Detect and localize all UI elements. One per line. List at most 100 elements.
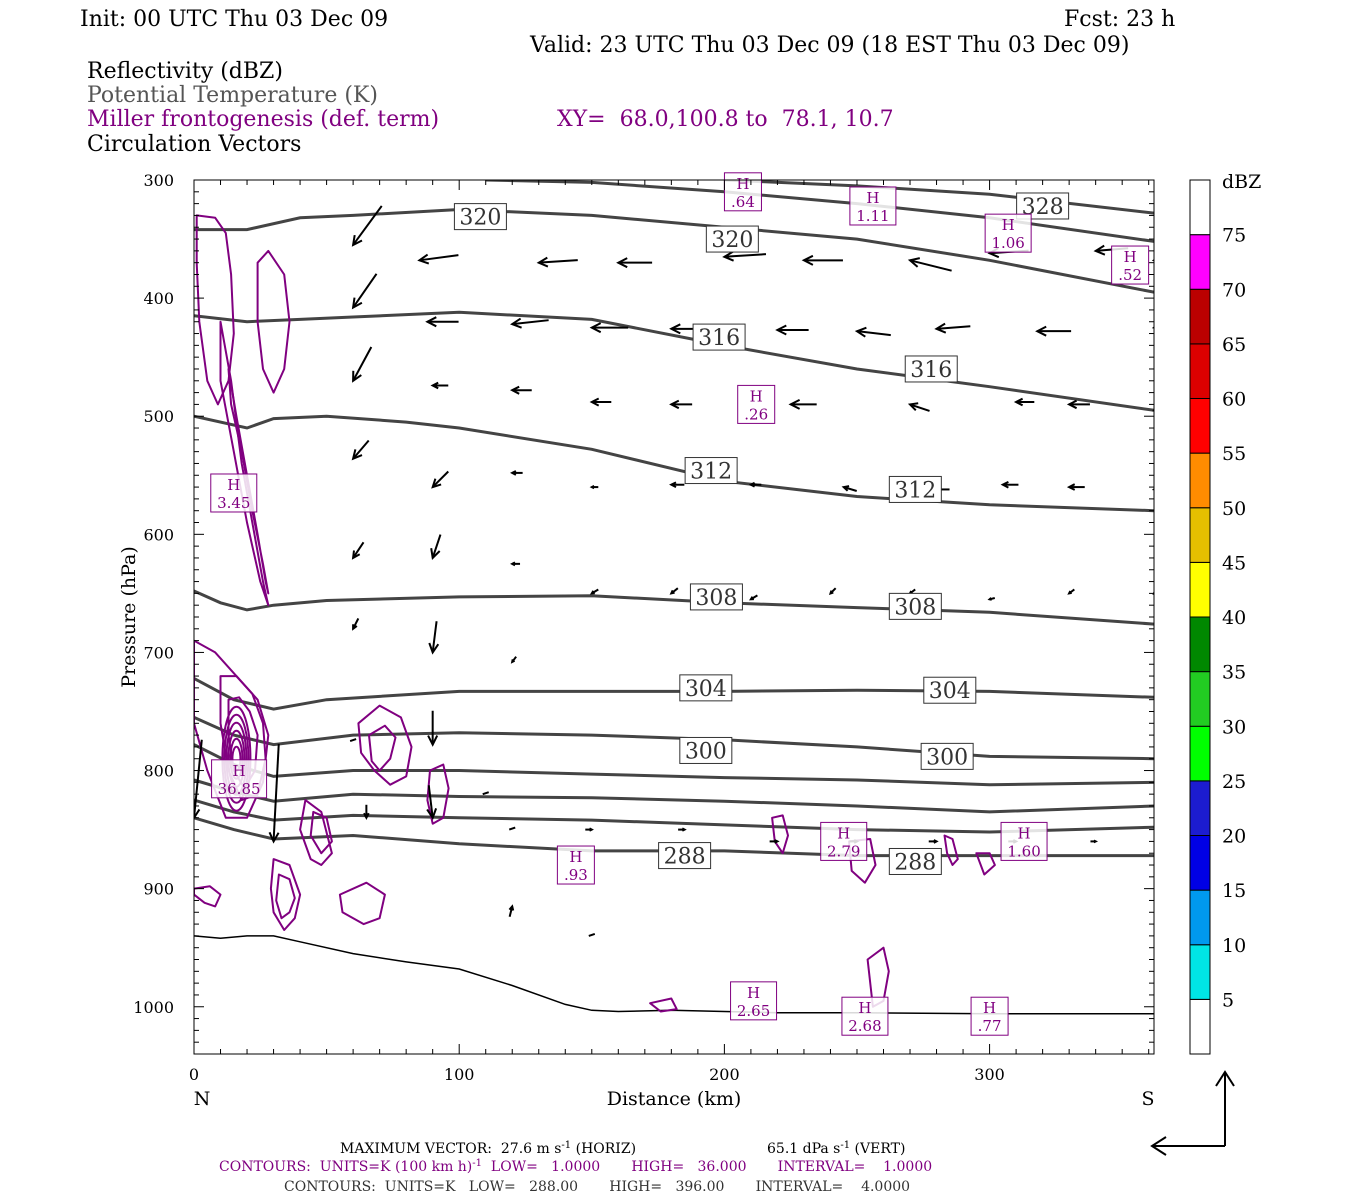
vector-head [589, 485, 595, 490]
max-box-value: 1.06 [991, 234, 1024, 252]
x-tick-label: 200 [709, 1065, 740, 1084]
circulation-vector [351, 205, 383, 247]
max-box-value: .77 [978, 1017, 1002, 1035]
max-box-frame [1111, 245, 1150, 285]
x-tick-label: 300 [974, 1065, 1005, 1084]
vector-head [430, 548, 441, 560]
colorbar-level-label: 5 [1222, 989, 1234, 1011]
frontogenesis-contour [975, 852, 996, 876]
frontogenesis-contour [771, 814, 789, 855]
frontogenesis-contour [256, 249, 291, 394]
vector-head [1093, 839, 1099, 844]
vector-head [268, 831, 280, 844]
colorbar-level-label: 10 [1222, 935, 1246, 957]
circulation-vector [1151, 488, 1154, 491]
max-box-value: .93 [564, 866, 588, 884]
vector-shaft [1153, 259, 1154, 261]
colorbar-level-label: 50 [1222, 498, 1246, 520]
vector-head [841, 485, 850, 492]
frontogenesis-contour [426, 763, 450, 825]
reflectivity-colorbar: 5 10 15 20 25 30 35 40 45 50 55 60 65 70 75 [1189, 179, 1246, 1055]
potential-temperature-contours [194, 180, 1154, 858]
colorbar-swatch [1189, 234, 1211, 290]
circulation-vector [749, 594, 758, 601]
vector-shaft [272, 743, 280, 842]
circulation-vector [934, 322, 971, 334]
circulation-vector [669, 481, 685, 488]
theta-label-text: 300 [926, 745, 968, 770]
max-box-label: H [1002, 216, 1015, 234]
theta-label-box [689, 583, 743, 611]
circulation-vector [431, 470, 449, 489]
circulation-vector [509, 385, 532, 395]
max-vector-vert-value: 65.1 dPa s [767, 1141, 840, 1157]
vector-head [510, 561, 516, 567]
vector-head [1151, 408, 1154, 412]
circulation-vector [536, 256, 578, 268]
y-tick-label: 500 [143, 407, 174, 426]
vector-shaft [352, 273, 378, 309]
frontogenesis-max-box: H1.60 [1000, 821, 1048, 861]
circulation-vector [482, 791, 490, 796]
max-vector-horiz-value: MAXIMUM VECTOR: 27.6 m s [340, 1141, 561, 1157]
vector-head [907, 257, 921, 268]
circulation-vector [508, 826, 516, 831]
theta-label-300: 300 [679, 736, 733, 764]
theta-label-316: 316 [692, 323, 746, 351]
theta-label-text: 288 [664, 845, 706, 870]
vector-head [352, 624, 358, 631]
terrain-line [193, 935, 1154, 1015]
max-box-label: H [983, 999, 996, 1017]
contours-theta-line: CONTOURS: UNITS=K LOW= 288.00 HIGH= 396.… [284, 1179, 910, 1195]
circulation-vector [854, 326, 891, 338]
circulation-vector [351, 439, 370, 461]
frontogenesis-max-box: H2.79 [820, 821, 868, 861]
y-tick-label: 300 [143, 171, 174, 190]
vector-shaft [909, 403, 930, 412]
frontogenesis-contour [269, 858, 302, 931]
circulation-vector [589, 397, 612, 407]
max-box-frame [210, 473, 258, 513]
vector-shaft [431, 621, 438, 653]
theta-label-box [888, 592, 942, 620]
vector-head [749, 596, 754, 601]
circulation-vector [363, 804, 370, 820]
frontogenesis-maxima: H.64 H1.11H1.06H.52H.26H3.45H36.85H.93H2.… [210, 172, 1150, 1036]
max-box-frame [841, 996, 889, 1036]
header: Init: 00 UTC Thu 03 Dec 09 Fcst: 23 h Va… [80, 7, 1175, 157]
circulation-vector [928, 839, 939, 844]
vector-head [934, 322, 947, 334]
colorbar-swatch [1189, 998, 1211, 1055]
vector-shaft [588, 932, 596, 937]
vector-head [616, 257, 628, 269]
max-box-frame [1000, 821, 1048, 861]
max-box-frame [970, 996, 1009, 1036]
forecast-hour: Fcst: 23 h [1064, 7, 1175, 32]
circulation-vectors [194, 205, 1154, 937]
cross-section-endpoints: XY= 68.0,100.8 to 78.1, 10.7 [557, 107, 894, 132]
vector-head [417, 253, 430, 265]
circulation-vector [678, 827, 687, 832]
vector-head [352, 370, 362, 383]
vector-shaft [352, 439, 370, 460]
colorbar-swatch [1189, 616, 1211, 673]
max-vector-vert-tag: (VERT) [850, 1141, 905, 1157]
reference-vector-icon [1150, 1070, 1235, 1156]
colorbar-level-label: 20 [1222, 826, 1246, 848]
colorbar-swatch [1189, 452, 1211, 509]
circulation-vector [1151, 259, 1154, 262]
theta-label-box [679, 736, 733, 764]
frontogenesis-contour [275, 873, 296, 920]
circulation-vector [351, 273, 378, 310]
vector-head [589, 590, 595, 595]
vector-shaft [856, 330, 891, 337]
circulation-vector [351, 541, 365, 560]
right-end-label: S [1141, 1088, 1154, 1110]
max-box-value: 2.68 [848, 1017, 881, 1035]
max-box-frame [820, 821, 868, 861]
vector-head [428, 642, 440, 655]
frontogenesis-contour [649, 997, 678, 1013]
max-box-label: H [569, 848, 582, 866]
x-axis-label: Distance (km) [607, 1088, 742, 1110]
y-tick-label: 700 [143, 643, 174, 662]
